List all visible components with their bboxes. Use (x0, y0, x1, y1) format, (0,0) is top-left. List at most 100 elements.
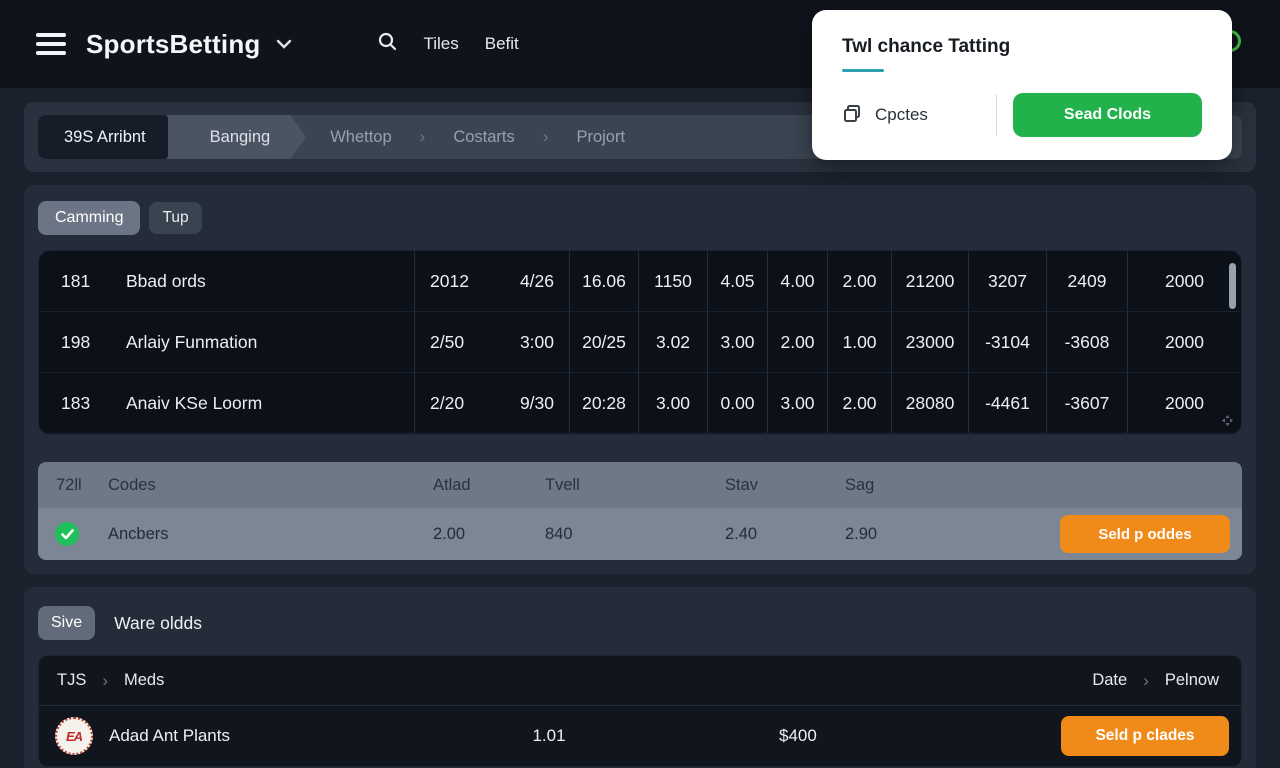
menu-icon[interactable] (36, 33, 66, 55)
cell-value: 3207 (968, 251, 1046, 311)
ware-crumb-tjs[interactable]: TJS (57, 671, 87, 689)
codes-tvell-value: 840 (545, 524, 573, 543)
nav-befit[interactable]: Befit (484, 34, 519, 53)
title-underline (842, 69, 884, 72)
row-id: 198 (61, 331, 91, 352)
odds-panel: Camming Tup 181 Bbad ords 2012 4/26 16.0… (24, 185, 1256, 574)
column-header: Sag (845, 475, 875, 494)
team-logo: EA (55, 717, 93, 755)
team-name: Adad Ant Plants (109, 726, 230, 745)
column-header: 72ll (56, 475, 82, 494)
cell-value: 4.00 (767, 251, 827, 311)
row-name: Arlaiy Funmation (126, 331, 258, 352)
copy-label: Cpctes (875, 105, 928, 124)
cell-value: 4/26 (519, 270, 554, 291)
breadcrumb-step-5[interactable]: Projort (576, 127, 626, 146)
chevron-down-icon[interactable] (276, 39, 292, 49)
cell-value: 2012 (430, 270, 469, 291)
odd-value: 1.01 (532, 726, 566, 745)
cell-value: 2.00 (767, 312, 827, 372)
app-logo: SportsBetting (86, 28, 261, 59)
codes-sag-value: 2.90 (845, 524, 878, 543)
table-row[interactable]: 181 Bbad ords 2012 4/26 16.06 1150 4.05 … (39, 251, 1241, 312)
codes-name: Ancbers (108, 524, 169, 543)
row-id: 181 (61, 270, 91, 291)
cell-value: 4.05 (707, 251, 767, 311)
column-header: Codes (108, 475, 156, 494)
cell-value: 16.06 (569, 251, 638, 311)
codes-atlad-value: 2.00 (433, 524, 466, 543)
breadcrumb-step-2[interactable]: Banging (168, 115, 307, 159)
table-row[interactable]: 198 Arlaiy Funmation 2/50 3:00 20/25 3.0… (39, 312, 1241, 373)
cell-value: 1150 (638, 251, 707, 311)
column-header: Tvell (545, 475, 580, 494)
tab-bar: Camming Tup (38, 201, 1242, 235)
chevron-right-icon: › (542, 127, 549, 146)
cell-value: 2409 (1046, 251, 1127, 311)
tab-camming[interactable]: Camming (38, 201, 141, 235)
ware-table: TJS › Meds Date › Pelnow EA Adad Ant Pla… (38, 655, 1242, 767)
search-icon[interactable] (378, 32, 397, 56)
promo-card: Twl chance Tatting Cpctes Sead Clods (812, 10, 1232, 160)
ware-data-row[interactable]: EA Adad Ant Plants 1.01 $400 Seld p clad… (39, 706, 1241, 766)
cell-value: 9/30 (519, 392, 554, 413)
resize-handle-icon[interactable] (1222, 413, 1233, 431)
ware-crumb-pelnow[interactable]: Pelnow (1164, 671, 1219, 689)
column-header: Atlad (433, 475, 471, 494)
nav-tiles[interactable]: Tiles (423, 34, 459, 53)
chevron-right-icon: › (419, 127, 426, 146)
check-icon (55, 522, 79, 546)
tab-tup[interactable]: Tup (149, 202, 202, 234)
cell-value: 2/50 (430, 331, 465, 352)
codes-stav-value: 2.40 (725, 524, 758, 543)
column-header: Stav (725, 475, 759, 494)
codes-header-row: 72ll Codes Atlad Tvell Stav Sag (38, 462, 1242, 508)
cell-value: -3607 (1046, 373, 1127, 433)
copy-icon (842, 103, 862, 128)
sell-odds-button[interactable]: Seld p oddes (1060, 515, 1230, 553)
ware-crumb-date[interactable]: Date (1092, 671, 1128, 689)
cell-value: -3104 (968, 312, 1046, 372)
cell-value: 28080 (891, 373, 968, 433)
ware-header-row: TJS › Meds Date › Pelnow (39, 656, 1241, 706)
cell-value: -4461 (968, 373, 1046, 433)
cell-value: 2/20 (430, 392, 465, 413)
chevron-right-icon: › (102, 670, 109, 690)
ware-section-title: Ware oldds (114, 612, 202, 633)
scrollbar-thumb[interactable] (1229, 263, 1236, 309)
cell-value: 0.00 (707, 373, 767, 433)
sive-chip-button[interactable]: Sive (38, 606, 96, 640)
header-nav: Tiles Befit (378, 32, 519, 56)
stake-value: $400 (779, 726, 817, 745)
row-name: Anaiv KSe Loorm (126, 392, 263, 413)
codes-data-row[interactable]: Ancbers 2.00 840 2.40 2.90 Seld p oddes (38, 508, 1242, 560)
chevron-right-icon: › (1143, 670, 1149, 690)
row-name: Bbad ords (126, 270, 206, 291)
send-codes-button[interactable]: Sead Clods (1013, 93, 1202, 137)
cell-value: 23000 (891, 312, 968, 372)
breadcrumb-step-3[interactable]: Whettop (330, 127, 392, 146)
cell-value: 3.02 (638, 312, 707, 372)
cell-value: 3.00 (767, 373, 827, 433)
main-content: 39S Arribnt Banging Whettop › Costarts ›… (0, 102, 1280, 768)
cell-value: 2000 (1127, 373, 1241, 433)
divider (996, 94, 997, 136)
cell-value: 20/25 (569, 312, 638, 372)
cell-value: 2.00 (827, 251, 891, 311)
cell-value: 3.00 (707, 312, 767, 372)
cell-value: 1.00 (827, 312, 891, 372)
copy-codes-control[interactable]: Cpctes (842, 103, 990, 128)
ware-crumb-meds[interactable]: Meds (124, 671, 165, 689)
promo-card-title: Twl chance Tatting (842, 36, 1011, 57)
sell-clades-button[interactable]: Seld p clades (1061, 716, 1229, 756)
table-row[interactable]: 183 Anaiv KSe Loorm 2/20 9/30 20:28 3.00… (39, 373, 1241, 434)
cell-value: -3608 (1046, 312, 1127, 372)
cell-value: 3.00 (638, 373, 707, 433)
cell-value: 20:28 (569, 373, 638, 433)
breadcrumb-step-4[interactable]: Costarts (453, 127, 515, 146)
row-id: 183 (61, 392, 91, 413)
breadcrumb-step-1[interactable]: 39S Arribnt (38, 115, 182, 159)
cell-value: 2.00 (827, 373, 891, 433)
odds-table: 181 Bbad ords 2012 4/26 16.06 1150 4.05 … (38, 250, 1242, 435)
cell-value: 21200 (891, 251, 968, 311)
